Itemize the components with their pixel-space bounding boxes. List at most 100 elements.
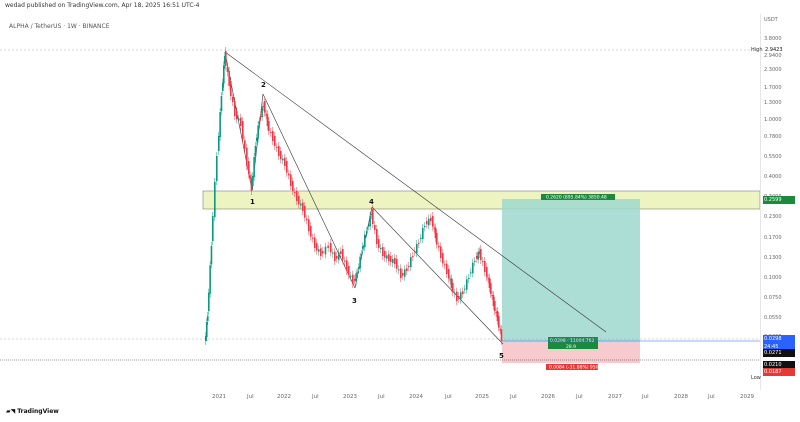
candle-body — [223, 65, 225, 84]
candle-body — [264, 101, 266, 113]
candle-body — [500, 329, 503, 341]
candle-body — [418, 243, 420, 244]
candle-body — [222, 82, 224, 91]
candle-body — [244, 140, 246, 149]
candle-body — [318, 249, 320, 252]
candle-body — [219, 112, 221, 137]
price-tick-label: 0.0750 — [764, 295, 782, 301]
wave-label-1: 1 — [250, 198, 255, 206]
candle-body — [344, 260, 346, 262]
entry-sub-label: 28.9 — [566, 344, 576, 350]
price-tick-label: 0.1700 — [764, 235, 782, 241]
candle-body — [366, 231, 368, 234]
candles[interactable] — [205, 47, 503, 345]
price-tick-label: 2.9400 — [764, 53, 782, 59]
candle-body — [278, 146, 280, 156]
candle-body — [448, 269, 450, 279]
candle-body — [420, 238, 422, 239]
candle-body — [214, 182, 216, 217]
candle-body — [384, 251, 386, 258]
candle-body — [254, 146, 257, 156]
high-text: High — [751, 47, 763, 53]
candle-body — [433, 227, 435, 229]
candle-body — [456, 291, 458, 301]
candle-body — [492, 295, 495, 306]
candle-body — [246, 147, 248, 166]
time-tick-label: 2029 — [740, 394, 754, 400]
candle-body — [446, 263, 448, 274]
candle-body — [460, 292, 462, 300]
low-text: Low — [751, 375, 761, 381]
candle-body — [442, 253, 444, 264]
candle-body — [257, 125, 259, 139]
time-tick-label: 2026 — [541, 394, 555, 400]
candle-body — [392, 259, 394, 263]
time-axis[interactable]: 2021 Jul 2022 Jul 2023 Jul 2024 Jul 2025 Jul 2026 J… — [0, 390, 760, 408]
price-tick-label: 0.7800 — [764, 134, 782, 140]
candle-body — [240, 117, 242, 126]
wave-line-4-5 — [371, 206, 504, 345]
wave-label-3: 3 — [352, 297, 357, 305]
stop-loss-area[interactable] — [502, 341, 640, 363]
candle-body — [322, 251, 324, 254]
candle-body — [476, 256, 478, 259]
candle-body — [486, 267, 488, 278]
candle-body — [378, 239, 380, 248]
candle-body — [466, 279, 468, 290]
chart-canvas[interactable]: 0.2620 (895.84%) 3850.48 0.0298 · 11004.… — [0, 14, 761, 390]
candle-body — [340, 251, 342, 254]
candle-body — [210, 246, 213, 265]
candle-body — [472, 262, 474, 274]
candle-body — [310, 226, 312, 237]
price-tick-label: 3.8000 — [764, 36, 782, 42]
candle-body — [276, 147, 278, 148]
candle-body — [282, 158, 284, 161]
time-tick-label: 2021 — [212, 394, 226, 400]
chart-plot-area[interactable]: 0.2620 (895.84%) 3850.48 0.0298 · 11004.… — [0, 14, 761, 390]
time-tick-label: Jul — [247, 394, 254, 400]
candle-body — [228, 71, 230, 86]
candle-body — [265, 113, 267, 116]
candle-body — [268, 121, 270, 131]
candle-body — [470, 272, 472, 274]
candle-body — [390, 256, 392, 262]
candle-body — [208, 292, 210, 311]
candle-body — [438, 245, 440, 248]
candle-body — [382, 247, 384, 256]
candle-body — [477, 252, 479, 260]
footer-brand[interactable]: ▰◥ TradingView — [6, 408, 59, 415]
candle-body — [356, 272, 359, 274]
descending-resistance-line[interactable] — [224, 51, 607, 333]
candle-body — [468, 278, 470, 279]
candle-body — [462, 291, 464, 294]
high-value: 2.9423 — [765, 47, 783, 53]
price-badge: 0.0271 — [763, 349, 795, 357]
candle-body — [207, 316, 209, 321]
candle-body — [304, 206, 306, 218]
candle-body — [312, 237, 314, 239]
resistance-zone[interactable] — [202, 190, 761, 210]
candle-body — [226, 67, 229, 72]
candle-body — [490, 283, 492, 294]
symbol-title[interactable]: ALPHA / TetherUS · 1W · BINANCE — [9, 23, 110, 30]
candle-body — [440, 246, 442, 258]
price-badge: 24:45 — [763, 343, 795, 351]
wave-label-2: 2 — [261, 81, 266, 89]
candle-body — [432, 216, 434, 227]
candle-body — [362, 246, 364, 249]
price-tick-label: 0.4000 — [764, 174, 782, 180]
price-tick-label: 0.0550 — [764, 315, 782, 321]
candle-body — [358, 267, 360, 269]
candle-body — [491, 295, 493, 296]
candle-body — [272, 131, 274, 141]
time-tick-label: 2022 — [277, 394, 291, 400]
price-badge: 0.2599 — [763, 196, 795, 204]
candle-body — [300, 203, 302, 206]
time-tick-label: Jul — [708, 394, 715, 400]
price-axis[interactable]: USDT 3.8000 2.9400 2.3000 1.7000 1.3000 1.000… — [751, 14, 800, 390]
candle-body — [452, 283, 454, 293]
time-tick-label: 2025 — [475, 394, 489, 400]
take-profit-area[interactable] — [502, 199, 640, 341]
candle-body — [332, 252, 334, 254]
candle-body — [360, 254, 363, 256]
